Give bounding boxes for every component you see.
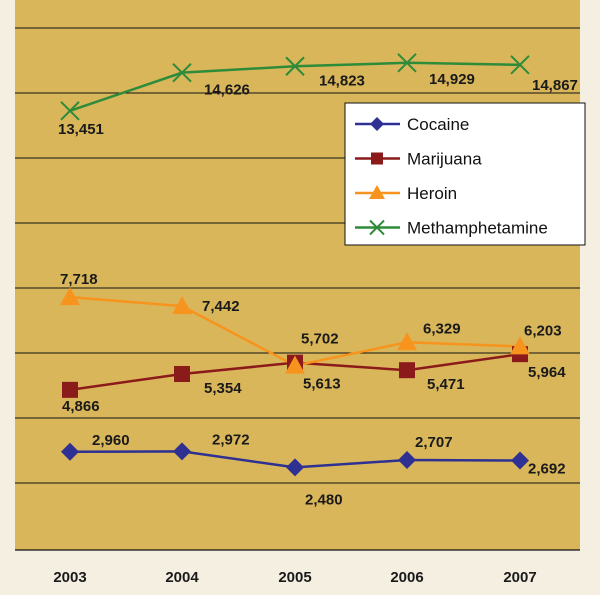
legend-label: Heroin	[407, 184, 457, 203]
data-label: 2,692	[528, 461, 566, 478]
plot-background	[15, 0, 580, 550]
gridlines	[15, 27, 580, 551]
legend-box	[344, 102, 586, 246]
data-point	[399, 362, 415, 379]
data-label: 14,626	[204, 82, 250, 99]
data-label: 6,203	[524, 322, 562, 339]
data-point	[369, 219, 385, 236]
data-label: 7,442	[202, 298, 240, 315]
data-point	[174, 365, 190, 382]
data-point	[397, 332, 417, 351]
data-point	[62, 381, 78, 398]
x-axis: 2003 2004 2005 2006 2007	[53, 569, 536, 586]
data-point	[510, 336, 530, 355]
data-point	[172, 296, 192, 315]
legend-label: Methamphetamine	[407, 219, 548, 238]
data-label: 2,480	[305, 491, 343, 508]
data-point	[60, 101, 80, 121]
data-point	[286, 458, 304, 477]
data-label: 14,867	[532, 77, 578, 94]
data-label: 5,471	[427, 376, 465, 393]
data-point	[397, 53, 417, 73]
data-labels: 2,960 2,972 2,480 2,707 2,692 4,866 5,354 5,702…	[58, 71, 578, 509]
data-point	[511, 451, 529, 470]
x-tick-label: 2003	[53, 569, 86, 586]
data-label: 7,718	[60, 271, 98, 288]
data-point	[61, 442, 79, 461]
data-label: 2,972	[212, 431, 250, 448]
x-tick-label: 2007	[503, 569, 536, 586]
data-label: 5,613	[303, 376, 341, 393]
data-label: 6,329	[423, 320, 461, 337]
data-point	[172, 62, 192, 83]
legend-label: Marijuana	[407, 150, 482, 169]
x-tick-label: 2004	[165, 569, 199, 586]
data-label: 2,707	[415, 434, 453, 451]
data-label: 5,964	[528, 364, 566, 381]
data-point	[398, 451, 416, 470]
data-label: 5,702	[301, 331, 339, 348]
legend: Cocaine Marijuana Heroin Methamphetamine	[344, 102, 586, 246]
x-tick-label: 2006	[390, 569, 423, 586]
x-tick-label: 2005	[278, 569, 311, 586]
data-label: 4,866	[62, 398, 100, 415]
data-point	[285, 355, 305, 374]
data-point	[370, 117, 384, 131]
data-label: 14,929	[429, 71, 475, 88]
data-point	[369, 185, 385, 199]
legend-label: Cocaine	[407, 115, 469, 134]
data-label: 14,823	[319, 72, 365, 89]
data-point	[285, 56, 305, 76]
data-point	[173, 442, 191, 461]
data-point	[371, 152, 383, 165]
data-label: 5,354	[204, 380, 242, 397]
series-layer	[60, 53, 530, 477]
data-label: 2,960	[92, 432, 130, 449]
data-point	[510, 55, 530, 75]
data-point	[60, 287, 80, 306]
data-label: 13,451	[58, 121, 104, 138]
